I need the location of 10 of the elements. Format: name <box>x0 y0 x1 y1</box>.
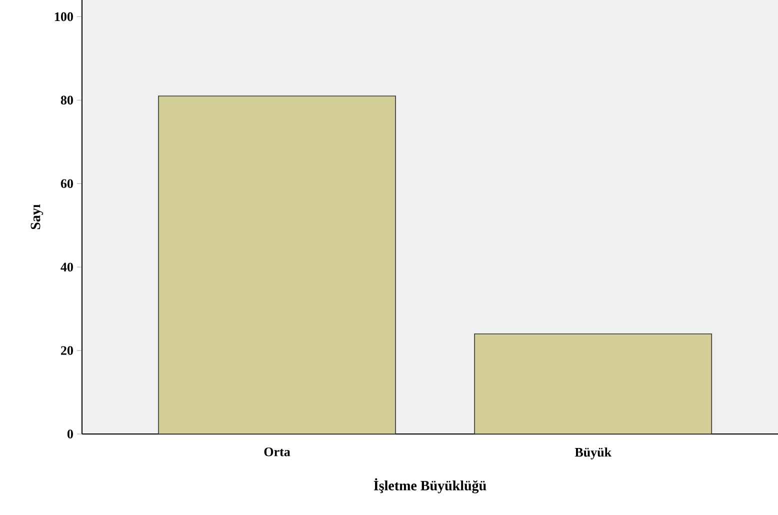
x-axis-title: İşletme Büyüklüğü <box>374 478 486 494</box>
y-tick-label: 80 <box>60 96 73 105</box>
y-tick-label: 100 <box>55 12 73 22</box>
y-tick-label: 60 <box>60 179 73 188</box>
y-tick-label: 40 <box>60 262 73 272</box>
x-tick-label: Büyük <box>574 448 612 460</box>
y-tick-label: 20 <box>61 346 73 355</box>
y-axis-title: Sayı <box>30 204 44 230</box>
y-tick-label: 0 <box>67 430 73 438</box>
x-tick-label: Orta <box>264 448 290 456</box>
